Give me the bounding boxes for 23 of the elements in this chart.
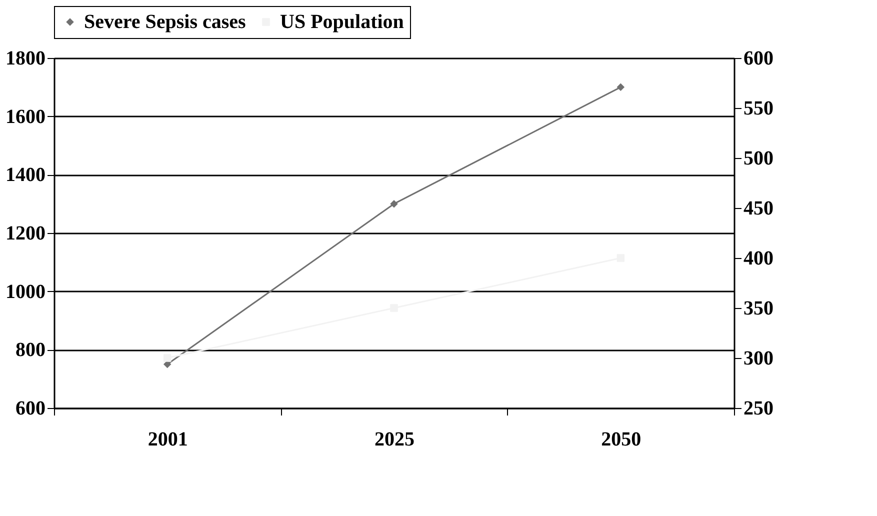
y-tick-label: 1800 (6, 48, 46, 70)
y-tick-label: 600 (16, 398, 46, 420)
y2-tick-label: 300 (744, 348, 774, 370)
y-tick-label: 1200 (6, 222, 46, 244)
y2-tick-label: 600 (744, 48, 774, 70)
y2-tick-label: 250 (744, 398, 774, 420)
x-tick-label: 2001 (148, 428, 188, 450)
x-tick-label: 2050 (601, 428, 642, 450)
y2-tick-label: 450 (744, 198, 774, 220)
y-tick-label: 800 (16, 339, 46, 362)
y2-tick-label: 350 (744, 298, 774, 320)
y2-tick-label: 550 (744, 98, 774, 120)
y2-tick-label: 500 (744, 148, 774, 170)
y-tick-label: 1600 (6, 106, 46, 128)
point (163, 354, 172, 362)
legend-label: Severe Sepsis cases (84, 11, 246, 33)
point (616, 83, 625, 92)
x-tick-label: 2025 (374, 428, 414, 450)
legend-label: US Population (280, 11, 404, 33)
y-tick-label: 1400 (6, 164, 46, 186)
y-tick-label: 1000 (6, 280, 46, 303)
y2-tick-label: 400 (744, 248, 774, 270)
point (390, 200, 398, 208)
